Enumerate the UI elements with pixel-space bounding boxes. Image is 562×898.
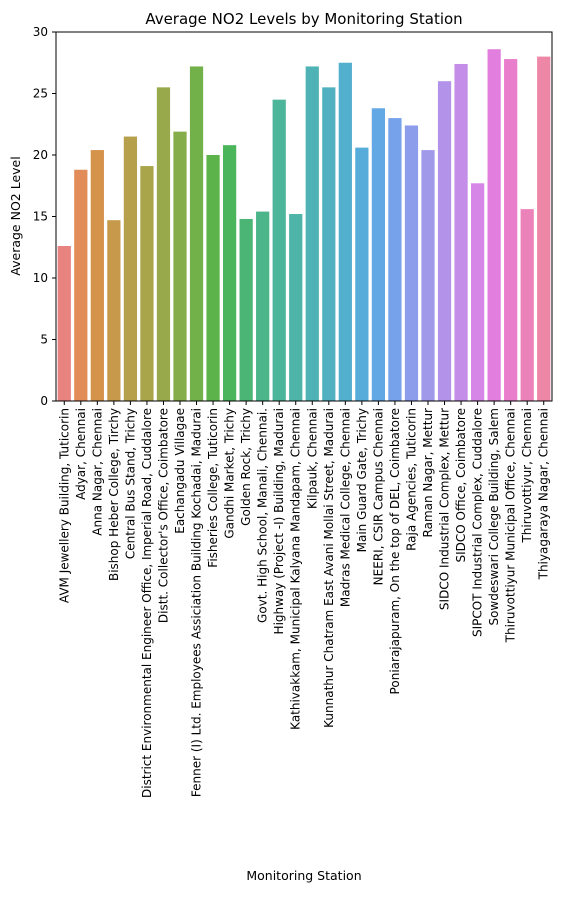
bar — [404, 125, 419, 401]
x-tick-label: Distt. Collector's Office, Coimbatore — [156, 408, 170, 623]
bar — [173, 131, 187, 401]
x-tick-label: Eachangadu Villagae — [173, 408, 187, 534]
bar — [140, 166, 154, 401]
bar — [305, 66, 319, 401]
x-tick-label: SIDCO Office, Coimbatore — [454, 408, 468, 563]
x-tick-label: Adyar, Chennai — [74, 408, 88, 500]
x-tick-label: Kathivakkam, Municipal Kalyana Mandapam,… — [289, 408, 303, 730]
y-tick-label: 10 — [33, 271, 48, 285]
y-tick-label: 15 — [33, 210, 48, 224]
x-tick-label: Raman Nagar, Mettur — [421, 408, 435, 538]
x-tick-label: Main Guard Gate, Trichy — [355, 408, 369, 552]
bar — [206, 155, 220, 401]
y-tick-label: 5 — [40, 333, 48, 347]
bar — [256, 211, 270, 401]
bar — [239, 218, 253, 401]
x-tick-label: Golden Rock, Trichy — [239, 408, 253, 526]
bar — [156, 87, 171, 401]
bar — [189, 66, 204, 401]
x-tick-label: Bishop Heber College, Tirchy — [107, 408, 121, 581]
x-tick-label: Gandhi Market, Trichy — [223, 408, 237, 539]
x-tick-label: Fisheries College, Tuticorin — [206, 408, 220, 568]
x-tick-label: District Environmental Engineer Office, … — [140, 408, 154, 798]
x-tick-label: SIDCO Industrial Complex, Mettur — [438, 408, 452, 610]
x-tick-label: Fenner (I) Ltd. Employees Assiciation Bu… — [190, 408, 204, 797]
x-axis-label: Monitoring Station — [246, 868, 361, 883]
bar — [504, 59, 518, 402]
x-tick-label: Highway (Project -I) Building, Madurai — [272, 408, 286, 634]
y-axis-label: Average NO2 Level — [8, 156, 23, 275]
bar — [454, 63, 468, 401]
bar — [437, 81, 452, 401]
x-tick-label: AVM Jewellery Building, Tuticorin — [57, 408, 71, 603]
bar — [74, 169, 88, 401]
x-tick-label: Thiruvottiyur, Chennai — [520, 408, 534, 544]
bar — [487, 49, 501, 401]
chart-title: Average NO2 Levels by Monitoring Station — [145, 10, 462, 28]
bar — [107, 220, 121, 401]
bar — [371, 108, 386, 401]
bars-group — [57, 49, 551, 402]
bar — [470, 183, 485, 401]
y-tick-label: 30 — [33, 25, 48, 39]
x-tick-label: Madras Medical College, Chennai — [338, 408, 352, 607]
bar — [355, 147, 369, 401]
y-tick-label: 0 — [40, 394, 48, 408]
plot-frame — [55, 31, 553, 402]
bar — [421, 150, 435, 401]
x-tick-label: NEERI, CSIR Campus Chennai — [371, 408, 385, 585]
x-tick-label: Poniarajapuram, On the top of DEL, Coimb… — [388, 408, 402, 694]
bar — [289, 214, 303, 401]
x-tick-label: Kilpauk, Chennai — [305, 408, 319, 509]
bar — [222, 145, 237, 401]
x-tick-label: Anna Nagar, Chennai — [90, 408, 104, 536]
bar — [90, 150, 104, 401]
y-tick-label: 20 — [33, 148, 48, 162]
x-tick-label: Thiyagaraya Nagar, Chennai — [537, 408, 551, 580]
bar — [322, 87, 336, 401]
x-tick-label: Central Bus Stand, Trichy — [123, 408, 137, 559]
x-tick-label: Kunnathur Chatram East Avani Mollai Stre… — [322, 408, 336, 728]
x-tick-label: Sowdeswari College Building, Salem — [487, 408, 501, 626]
x-tick-label: Thiruvottiyur Municipal Office, Chennai — [504, 408, 518, 643]
x-tick-label: SIPCOT Industrial Complex, Cuddalore — [471, 408, 485, 637]
bar — [537, 56, 551, 401]
bar — [520, 209, 534, 401]
bar — [57, 246, 71, 401]
bar — [388, 118, 402, 401]
x-axis-ticks: AVM Jewellery Building, Tuticorin Adyar, … — [57, 401, 551, 798]
x-tick-label: Govt. High School, Manali, Chennai. — [256, 408, 270, 623]
bar — [338, 62, 352, 401]
x-tick-label: Raja Agencies, Tuticorin — [404, 408, 418, 551]
y-tick-label: 25 — [33, 87, 48, 101]
y-axis-ticks: 0 5 10 15 20 25 30 — [33, 25, 56, 408]
bar — [123, 136, 138, 402]
bar — [272, 99, 286, 402]
